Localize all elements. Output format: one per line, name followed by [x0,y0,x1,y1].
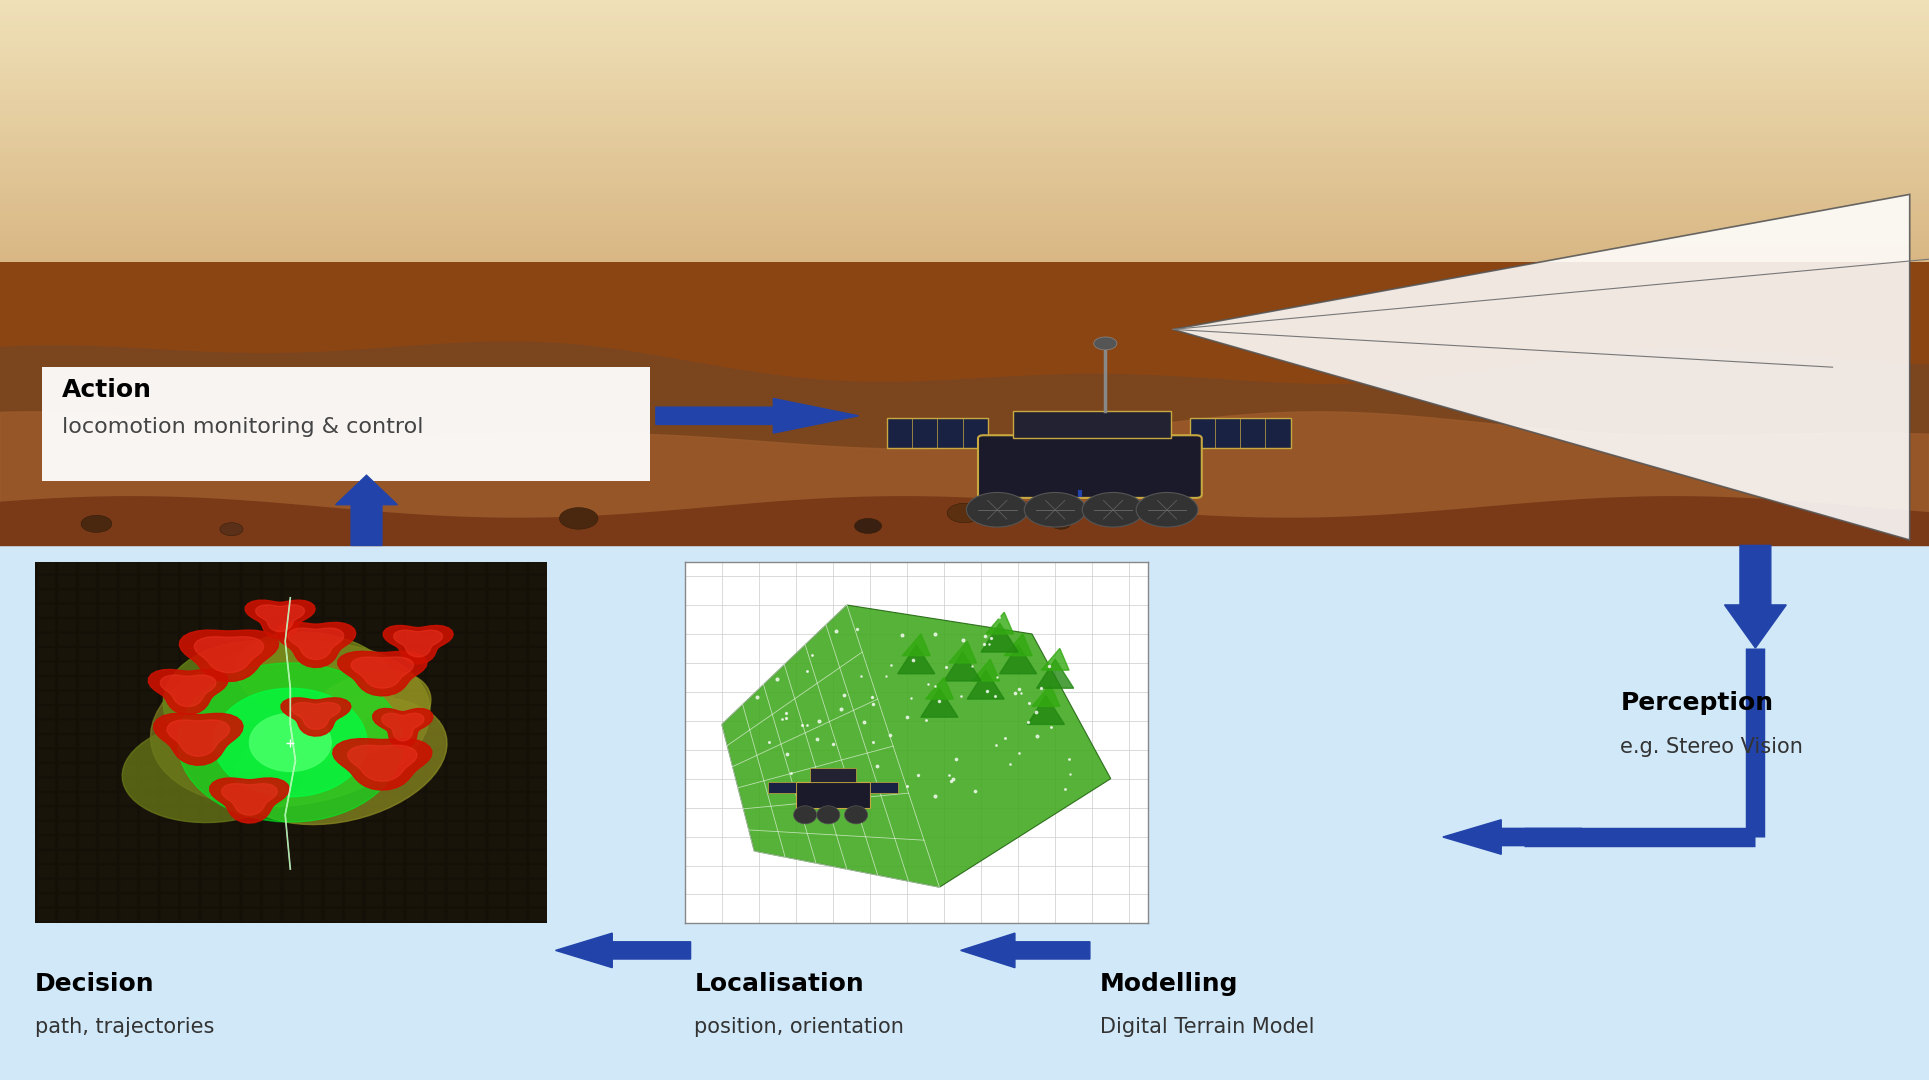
Polygon shape [966,670,1005,699]
Polygon shape [1036,659,1074,688]
Polygon shape [276,622,355,667]
Polygon shape [347,745,417,781]
Polygon shape [245,600,314,638]
Circle shape [793,806,816,824]
Polygon shape [122,720,305,823]
Polygon shape [149,670,228,715]
Polygon shape [986,612,1013,634]
Polygon shape [332,739,432,791]
Polygon shape [235,697,448,825]
Polygon shape [168,720,230,756]
FancyArrow shape [1443,820,1582,854]
Circle shape [1024,492,1086,527]
Polygon shape [257,605,305,632]
Polygon shape [214,688,367,797]
Polygon shape [972,659,999,681]
Polygon shape [179,630,278,681]
Polygon shape [338,651,426,696]
Circle shape [855,518,882,534]
Polygon shape [949,642,976,663]
Bar [1013,411,1171,438]
Circle shape [947,503,982,523]
Circle shape [966,492,1028,527]
FancyBboxPatch shape [978,435,1202,498]
Polygon shape [384,625,453,664]
Polygon shape [150,642,430,807]
Polygon shape [897,645,936,674]
Polygon shape [870,782,897,793]
Text: Digital Terrain Model: Digital Terrain Model [1100,1017,1314,1038]
Polygon shape [1005,634,1032,656]
FancyArrow shape [961,933,1090,968]
Polygon shape [287,629,343,660]
Text: Decision: Decision [35,972,154,996]
Polygon shape [394,630,442,657]
Polygon shape [195,637,264,673]
Polygon shape [1028,696,1065,725]
Polygon shape [235,632,395,723]
Polygon shape [372,708,432,747]
Polygon shape [926,677,953,699]
FancyArrow shape [1725,545,1786,648]
Text: Perception: Perception [1620,691,1773,715]
Polygon shape [1173,194,1910,540]
Polygon shape [291,702,340,729]
Polygon shape [903,634,930,656]
Polygon shape [160,675,216,706]
FancyArrow shape [656,399,858,433]
Bar [42,367,650,481]
Bar [0,0,1929,261]
Polygon shape [154,713,243,766]
Polygon shape [1032,685,1059,706]
Text: locomotion monitoring & control: locomotion monitoring & control [62,417,422,437]
Bar [887,418,988,448]
Polygon shape [797,782,870,808]
Circle shape [816,806,839,824]
Polygon shape [177,663,403,822]
Polygon shape [810,768,856,782]
Polygon shape [249,714,332,771]
Circle shape [220,523,243,536]
Text: Action: Action [62,378,152,402]
Circle shape [1136,492,1198,527]
Polygon shape [222,784,278,815]
Circle shape [1094,337,1117,350]
Bar [0,545,1929,1080]
Polygon shape [721,605,1111,888]
Text: path, trajectories: path, trajectories [35,1017,214,1038]
Circle shape [1082,492,1144,527]
Circle shape [845,806,868,824]
Polygon shape [164,640,367,772]
Text: position, orientation: position, orientation [694,1017,905,1038]
Polygon shape [920,688,959,717]
FancyArrow shape [336,475,397,545]
Polygon shape [943,652,982,681]
Polygon shape [999,645,1036,674]
Bar [1190,418,1291,448]
Polygon shape [210,778,289,823]
Circle shape [81,515,112,532]
Polygon shape [303,671,430,756]
Text: e.g. Stereo Vision: e.g. Stereo Vision [1620,737,1804,757]
Circle shape [1051,518,1071,529]
Polygon shape [351,657,413,688]
Polygon shape [382,713,424,741]
Polygon shape [982,623,1019,652]
FancyArrow shape [556,933,691,968]
Bar [0,261,1929,545]
Text: Modelling: Modelling [1100,972,1238,996]
Text: Localisation: Localisation [694,972,864,996]
Polygon shape [282,698,351,737]
Polygon shape [768,782,797,793]
Polygon shape [1042,648,1069,670]
Circle shape [559,508,598,529]
